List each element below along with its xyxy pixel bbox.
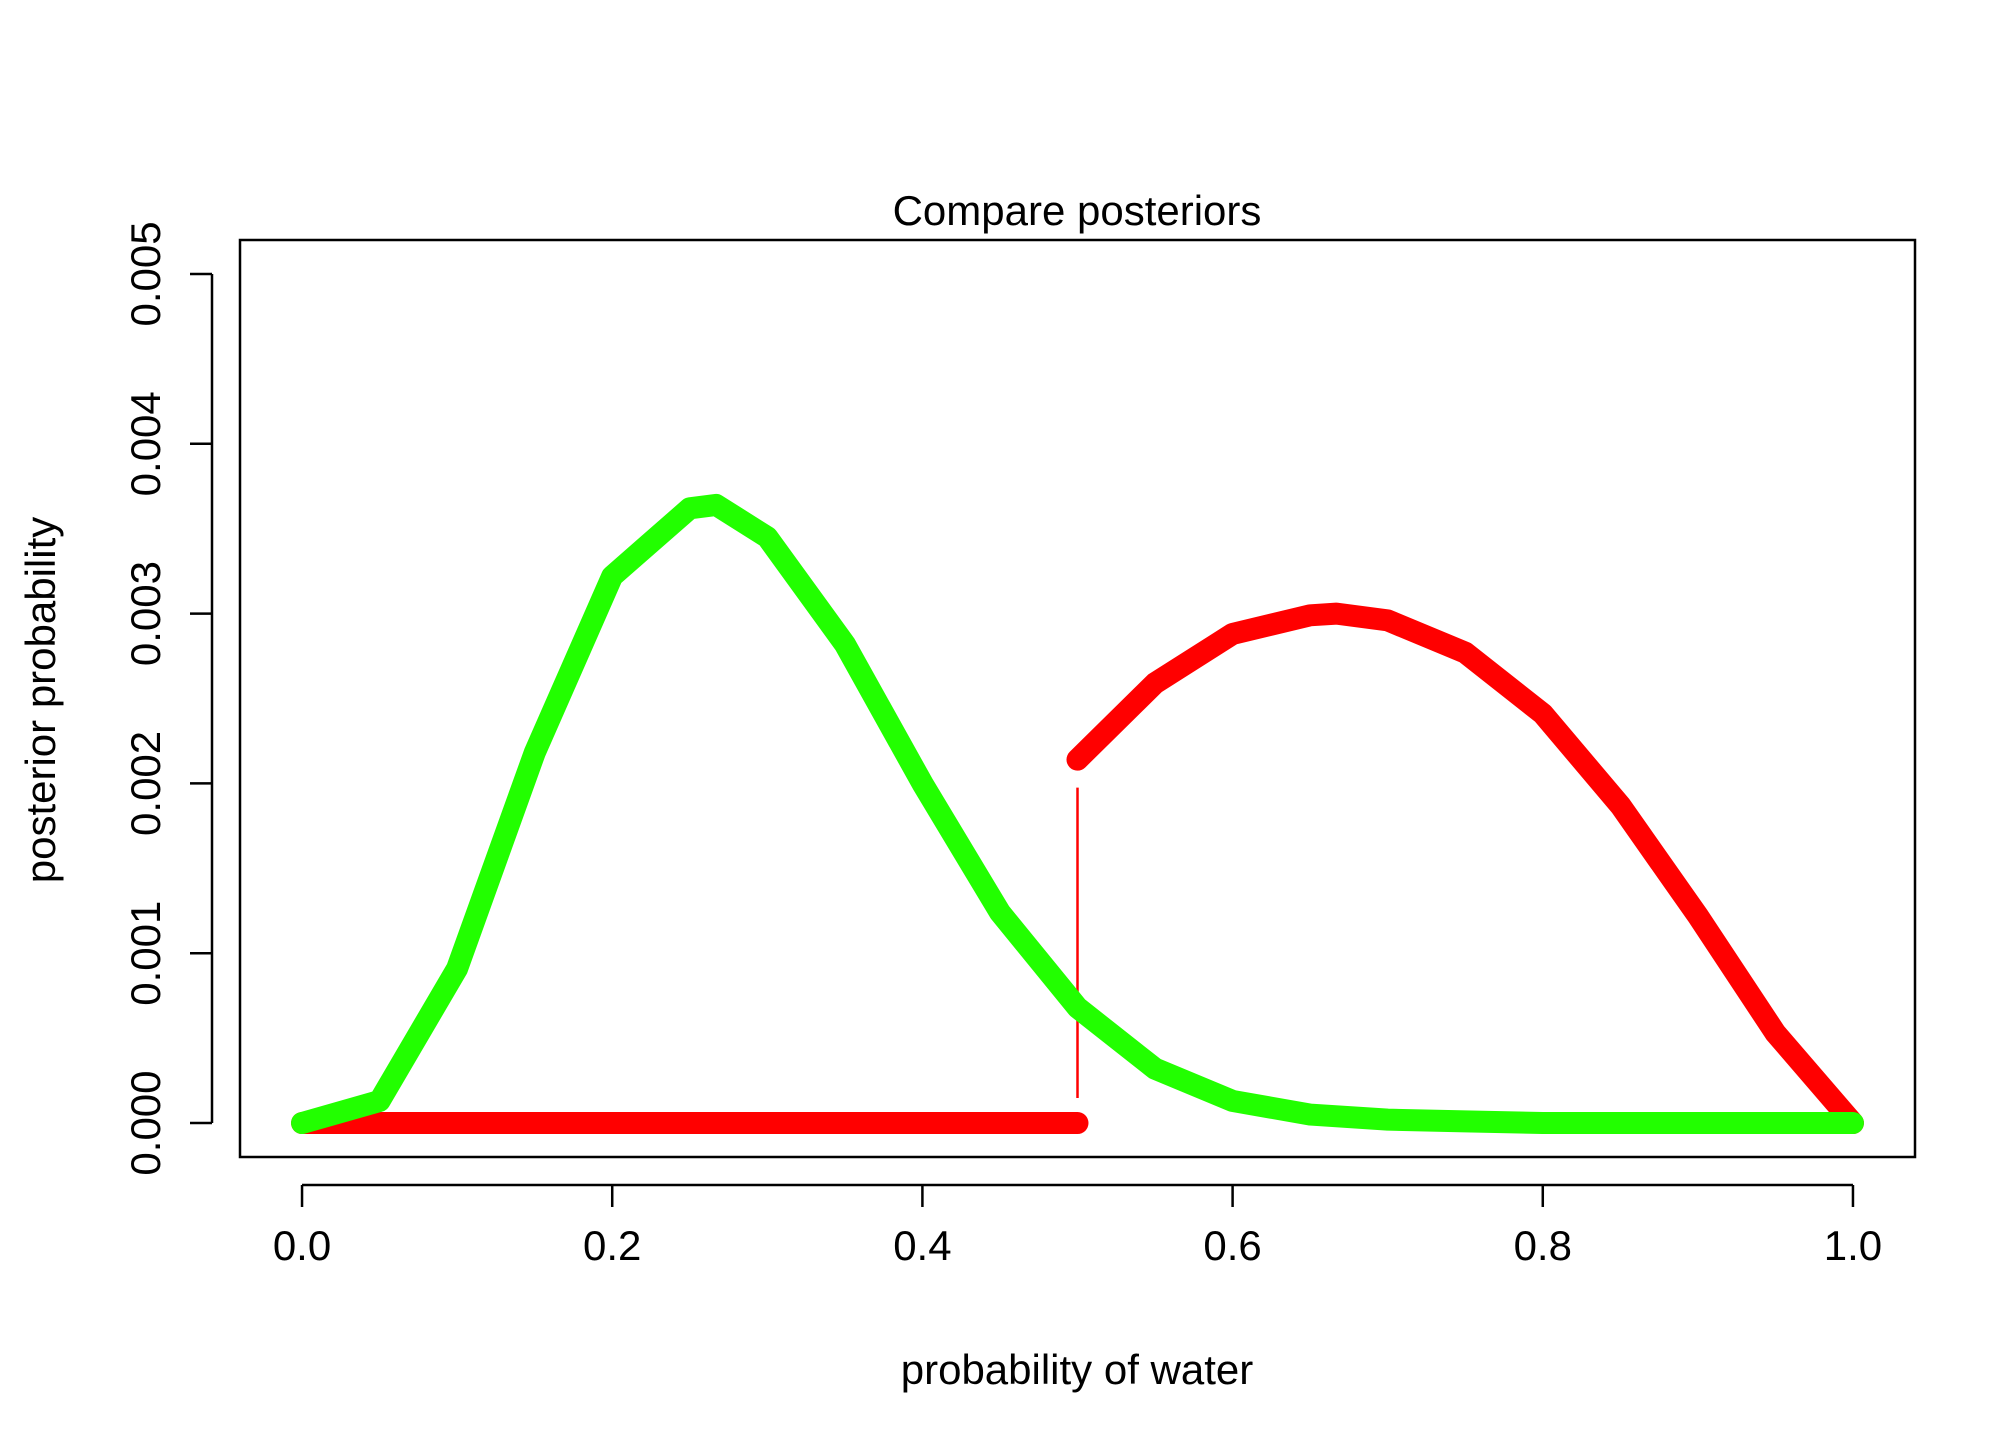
x-tick-label: 0.4	[893, 1222, 951, 1269]
series-line	[291, 493, 1864, 1135]
y-axis: 0.000 0.001 0.002 0.003 0.004 0.005	[122, 221, 214, 1176]
x-tick-label: 0.8	[1514, 1222, 1572, 1269]
x-tick-label: 0.0	[273, 1222, 331, 1269]
x-tick-label: 1.0	[1824, 1222, 1882, 1269]
x-tick-label: 0.6	[1203, 1222, 1261, 1269]
chart-title: Compare posteriors	[893, 187, 1262, 234]
x-axis: 0.0 0.2 0.4 0.6 0.8 1.0	[273, 1183, 1882, 1269]
plot-frame	[238, 238, 1917, 1159]
y-tick-label: 0.005	[122, 221, 169, 326]
series-0	[291, 602, 1864, 1135]
series-1	[291, 493, 1864, 1135]
x-tick-label: 0.2	[583, 1222, 641, 1269]
series-line	[1066, 602, 1864, 1135]
y-tick-label: 0.002	[122, 731, 169, 836]
y-axis-label: posterior probability	[17, 517, 64, 884]
y-tick-label: 0.000	[122, 1070, 169, 1175]
y-tick-label: 0.001	[122, 901, 169, 1006]
y-tick-label: 0.003	[122, 561, 169, 666]
y-tick-label: 0.004	[122, 391, 169, 496]
x-axis-label: probability of water	[901, 1346, 1254, 1393]
plot-area	[291, 493, 1864, 1135]
